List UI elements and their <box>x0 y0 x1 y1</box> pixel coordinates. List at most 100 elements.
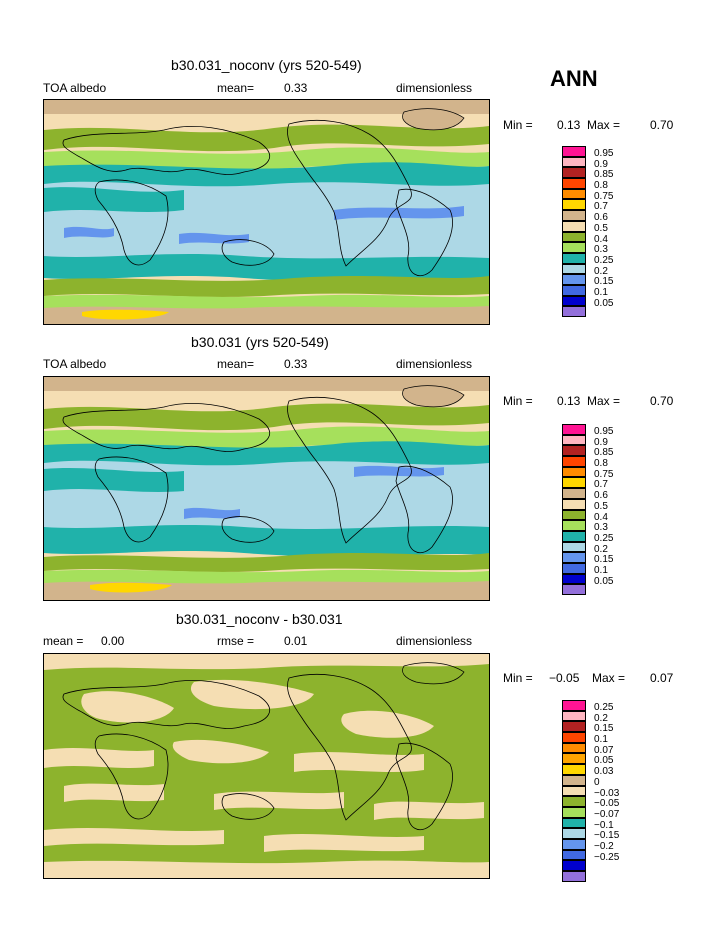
colorbar-swatch <box>562 220 586 232</box>
colorbar-label: −0.1 <box>594 819 614 831</box>
panel1-variable: TOA albedo <box>43 81 107 95</box>
colorbar-label: 0.6 <box>594 490 608 502</box>
panel3-map <box>43 653 490 879</box>
colorbar-swatch <box>562 210 586 221</box>
panel2-min-value: 0.13 <box>557 394 581 408</box>
panel1-min-label: Min = <box>503 118 533 132</box>
colorbar-label: −0.2 <box>594 840 614 852</box>
colorbar-swatch <box>562 274 586 285</box>
colorbar-label: −0.07 <box>594 808 620 820</box>
colorbar-label: 0 <box>594 776 600 788</box>
panel3-max-label: Max = <box>592 671 626 685</box>
panel3-min-label: Min = <box>503 671 533 685</box>
panel1-max-label: Max = <box>587 118 621 132</box>
colorbar-label: 0.25 <box>594 254 614 266</box>
colorbar-label: 0.75 <box>594 190 614 202</box>
colorbar-label: −0.03 <box>594 787 620 799</box>
panel3-min-value: −0.05 <box>549 671 580 685</box>
colorbar-label: 0.7 <box>594 479 608 491</box>
colorbar-swatch <box>562 785 586 797</box>
colorbar-label: 0.4 <box>594 233 608 245</box>
colorbar-swatch <box>562 231 586 243</box>
colorbar-swatch <box>562 764 586 775</box>
colorbar-swatch <box>562 584 586 595</box>
panel2-max-label: Max = <box>587 394 621 408</box>
panel3-title: b30.031_noconv - b30.031 <box>176 611 343 627</box>
colorbar-swatch <box>562 156 586 168</box>
colorbar-label: 0.85 <box>594 169 614 181</box>
colorbar-swatch <box>562 263 586 275</box>
panel3-rmse-value: 0.01 <box>284 634 308 648</box>
colorbar-swatch <box>562 732 586 743</box>
panel1-min-value: 0.13 <box>557 118 581 132</box>
colorbar-swatch <box>562 498 586 510</box>
colorbar-label: 0.85 <box>594 447 614 459</box>
colorbar-label: 0.25 <box>594 532 614 544</box>
colorbar-label: 0.1 <box>594 286 608 298</box>
colorbar-swatch <box>562 700 586 711</box>
colorbar-label: 0.95 <box>594 426 614 437</box>
colorbar-swatch <box>562 849 586 861</box>
colorbar-swatch <box>562 742 586 754</box>
season-label: ANN <box>550 66 598 91</box>
colorbar-label: 0.9 <box>594 158 608 170</box>
colorbar-swatch <box>562 860 586 871</box>
colorbar-swatch <box>562 466 586 478</box>
colorbar-swatch <box>562 252 586 264</box>
colorbar-swatch <box>562 541 586 553</box>
colorbar-label: −0.25 <box>594 851 620 863</box>
colorbar-label: 0.15 <box>594 554 614 566</box>
panel1-mean-value: 0.33 <box>284 81 308 95</box>
panel2-variable: TOA albedo <box>43 357 107 371</box>
colorbar-swatch <box>562 796 586 807</box>
colorbar-swatch <box>562 710 586 722</box>
colorbar-swatch <box>562 434 586 446</box>
colorbar-swatch <box>562 178 586 189</box>
colorbar-swatch <box>562 456 586 467</box>
colorbar-swatch <box>562 445 586 457</box>
colorbar-label: 0.7 <box>594 201 608 213</box>
colorbar-label: 0.1 <box>594 734 608 746</box>
colorbar-swatch <box>562 284 586 296</box>
colorbar-swatch <box>562 488 586 499</box>
panel3-max-value: 0.07 <box>650 671 674 685</box>
colorbar-label: 0.25 <box>594 702 614 713</box>
colorbar-label: 0.3 <box>594 522 608 534</box>
colorbar-label: 0.8 <box>594 458 608 470</box>
colorbar-swatch <box>562 552 586 563</box>
panel3-rmse-label: rmse = <box>217 634 255 648</box>
colorbar-swatch <box>562 828 586 839</box>
colorbar-swatch <box>562 242 586 253</box>
panel2-title: b30.031 (yrs 520-549) <box>191 334 329 350</box>
colorbar-swatch <box>562 306 586 317</box>
colorbar-swatch <box>562 424 586 435</box>
colorbar-swatch <box>562 188 586 200</box>
colorbar-swatch <box>562 721 586 733</box>
colorbar-swatch <box>562 817 586 829</box>
panel2-mean-label: mean= <box>217 357 255 371</box>
colorbar-swatch <box>562 806 586 818</box>
panel3-units: dimensionless <box>396 634 473 648</box>
colorbar-label: −0.05 <box>594 798 620 810</box>
panel2-units: dimensionless <box>396 357 473 371</box>
panel1-max-value: 0.70 <box>650 118 674 132</box>
colorbar-label: 0.07 <box>594 744 614 756</box>
colorbar-label: 0.6 <box>594 212 608 224</box>
colorbar-swatch <box>562 562 586 574</box>
colorbar-swatch <box>562 167 586 179</box>
colorbar-swatch <box>562 774 586 786</box>
colorbar-label: 0.2 <box>594 543 608 555</box>
colorbar-label: 0.15 <box>594 276 614 288</box>
colorbar-swatch <box>562 753 586 765</box>
colorbar-swatch <box>562 871 586 882</box>
colorbar-label: 0.4 <box>594 511 608 523</box>
colorbar-swatch <box>562 838 586 850</box>
panel2-map <box>43 376 490 601</box>
colorbar-label: 0.8 <box>594 180 608 192</box>
colorbar-label: 0.9 <box>594 436 608 448</box>
colorbar-label: 0.05 <box>594 755 614 767</box>
colorbar-swatch <box>562 573 586 585</box>
colorbar-label: 0.3 <box>594 244 608 256</box>
colorbar-label: 0.15 <box>594 723 614 735</box>
colorbar-swatch <box>562 530 586 542</box>
